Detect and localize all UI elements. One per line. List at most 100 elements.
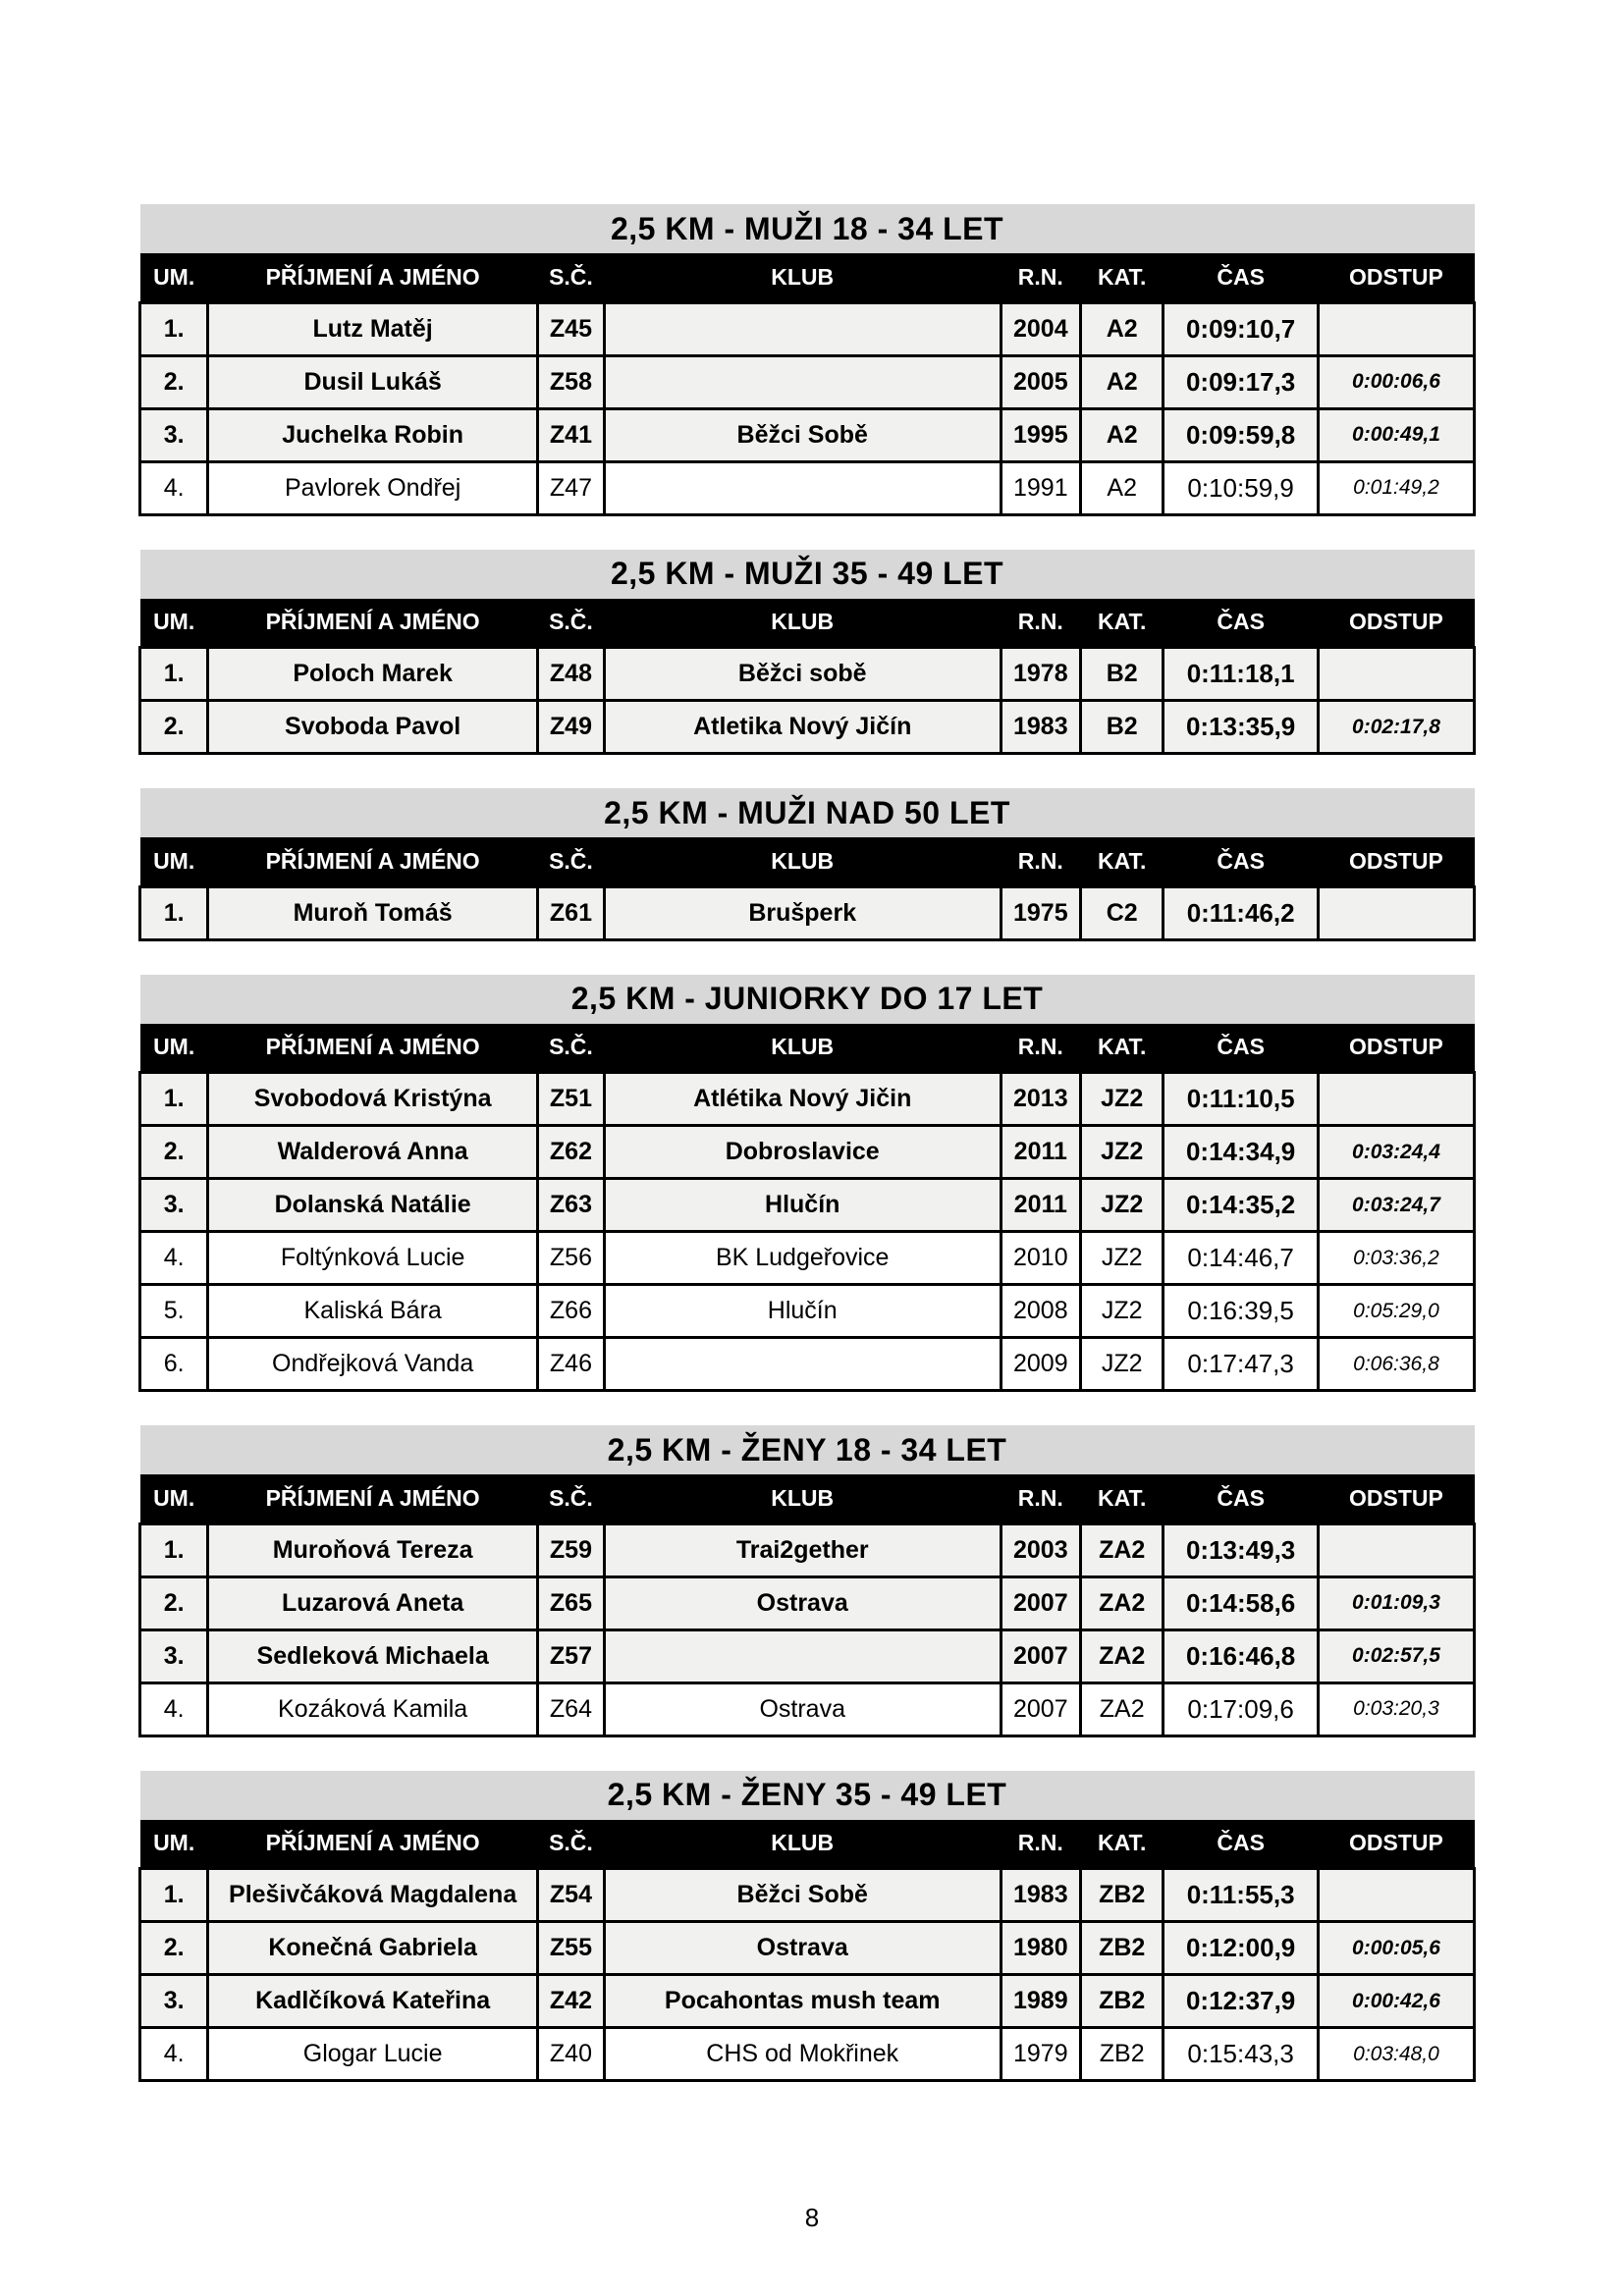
- cell-cas: 0:13:35,9: [1162, 699, 1320, 755]
- cell-odstup: 0:03:48,0: [1316, 2026, 1477, 2082]
- cell-name: Ondřejková Vanda: [206, 1336, 539, 1392]
- results-table: 2,5 KM - ŽENY 35 - 49 LET UM. PŘÍJMENÍ A J…: [137, 1770, 1477, 2082]
- cell-cas: 0:09:59,8: [1162, 406, 1320, 463]
- table-row: 5. Kaliská Bára Z66 Hlučín 2008 JZ2 0:16:39,5 0…: [137, 1283, 1477, 1339]
- cell-odstup: 0:00:42,6: [1316, 1973, 1477, 2029]
- cell-sc: Z66: [535, 1283, 606, 1339]
- results-table: 2,5 KM - MUŽI 35 - 49 LET UM. PŘÍJMENÍ A J…: [137, 549, 1477, 755]
- cell-name: Sedleková Michaela: [206, 1628, 539, 1684]
- cell-kat: JZ2: [1079, 1230, 1165, 1286]
- cell-klub: [602, 300, 1002, 357]
- cell-sc: Z54: [535, 1867, 606, 1923]
- table-row: 1. Plešivčáková Magdalena Z54 Běžci Sobě 198…: [137, 1867, 1477, 1923]
- cell-sc: Z45: [535, 300, 606, 357]
- cell-kat: ZB2: [1079, 1920, 1165, 1976]
- column-header-klub: KLUB: [604, 837, 1001, 886]
- cell-kat: C2: [1079, 884, 1165, 941]
- column-header-name: PŘÍJMENÍ A JMÉNO: [207, 253, 538, 302]
- table-title: 2,5 KM - JUNIORKY DO 17 LET: [139, 974, 1475, 1024]
- cell-rn: 2003: [999, 1522, 1083, 1578]
- column-header-cas: ČAS: [1163, 598, 1319, 648]
- cell-rn: 1983: [999, 699, 1083, 755]
- cell-sc: Z48: [535, 646, 606, 702]
- cell-rn: 2007: [999, 1681, 1083, 1737]
- cell-klub: BK Ludgeřovice: [602, 1230, 1002, 1286]
- cell-rn: 2009: [999, 1336, 1083, 1392]
- cell-kat: JZ2: [1079, 1336, 1165, 1392]
- results-table: 2,5 KM - ŽENY 18 - 34 LET UM. PŘÍJMENÍ A J…: [137, 1425, 1477, 1737]
- cell-kat: A2: [1079, 406, 1165, 463]
- column-header-name: PŘÍJMENÍ A JMÉNO: [207, 837, 538, 886]
- cell-klub: [602, 459, 1002, 516]
- column-header-cas: ČAS: [1163, 1023, 1319, 1073]
- column-header-um: UM.: [139, 837, 208, 886]
- cell-kat: ZB2: [1079, 1867, 1165, 1923]
- cell-name: Luzarová Aneta: [206, 1575, 539, 1631]
- cell-name: Glogar Lucie: [206, 2026, 539, 2082]
- column-header-cas: ČAS: [1163, 837, 1319, 886]
- column-header-sc: S.Č.: [537, 598, 605, 648]
- cell-odstup: 0:02:57,5: [1316, 1628, 1477, 1684]
- cell-rn: 2011: [999, 1124, 1083, 1180]
- cell-cas: 0:11:55,3: [1162, 1867, 1320, 1923]
- cell-rn: 1979: [999, 2026, 1083, 2082]
- cell-rn: 2011: [999, 1177, 1083, 1233]
- cell-kat: ZA2: [1079, 1522, 1165, 1578]
- table-row: 4. Glogar Lucie Z40 CHS od Mokřinek 1979 ZB2 0…: [137, 2026, 1477, 2082]
- cell-um: 2.: [137, 699, 210, 755]
- cell-klub: Pocahontas mush team: [602, 1973, 1002, 2029]
- table-title: 2,5 KM - ŽENY 35 - 49 LET: [139, 1770, 1475, 1820]
- cell-cas: 0:09:17,3: [1162, 353, 1320, 410]
- cell-klub: [602, 1336, 1002, 1392]
- results-tables: 2,5 KM - MUŽI 18 - 34 LET UM. PŘÍJMENÍ A J…: [137, 204, 1477, 2115]
- cell-um: 1.: [137, 300, 210, 357]
- column-header-name: PŘÍJMENÍ A JMÉNO: [207, 1819, 538, 1869]
- cell-name: Svoboda Pavol: [206, 699, 539, 755]
- cell-odstup: 0:00:49,1: [1316, 406, 1477, 463]
- column-header-klub: KLUB: [604, 253, 1001, 302]
- table-title: 2,5 KM - MUŽI 18 - 34 LET: [139, 204, 1475, 253]
- cell-klub: Ostrava: [602, 1575, 1002, 1631]
- column-header-klub: KLUB: [604, 1474, 1001, 1523]
- cell-cas: 0:14:35,2: [1162, 1177, 1320, 1233]
- column-header-sc: S.Č.: [537, 253, 605, 302]
- cell-um: 3.: [137, 1177, 210, 1233]
- cell-odstup: 0:01:09,3: [1316, 1575, 1477, 1631]
- cell-odstup: 0:05:29,0: [1316, 1283, 1477, 1339]
- cell-klub: Atletika Nový Jičín: [602, 699, 1002, 755]
- results-table: 2,5 KM - JUNIORKY DO 17 LET UM. PŘÍJMENÍ A…: [137, 974, 1477, 1392]
- cell-cas: 0:14:34,9: [1162, 1124, 1320, 1180]
- column-header-kat: KAT.: [1080, 1474, 1164, 1523]
- cell-rn: 2005: [999, 353, 1083, 410]
- cell-kat: A2: [1079, 300, 1165, 357]
- cell-um: 3.: [137, 1973, 210, 2029]
- column-header-cas: ČAS: [1163, 1474, 1319, 1523]
- cell-cas: 0:17:47,3: [1162, 1336, 1320, 1392]
- column-header-rn: R.N.: [1001, 1474, 1081, 1523]
- column-header-name: PŘÍJMENÍ A JMÉNO: [207, 1474, 538, 1523]
- cell-um: 4.: [137, 459, 210, 516]
- results-table: 2,5 KM - MUŽI 18 - 34 LET UM. PŘÍJMENÍ A J…: [137, 204, 1477, 516]
- cell-name: Kozáková Kamila: [206, 1681, 539, 1737]
- cell-um: 1.: [137, 1867, 210, 1923]
- cell-cas: 0:10:59,9: [1162, 459, 1320, 516]
- table-row: 1. Svobodová Kristýna Z51 Atlétika Nový Jič…: [137, 1071, 1477, 1127]
- table-title: 2,5 KM - MUŽI NAD 50 LET: [139, 788, 1475, 837]
- cell-um: 2.: [137, 1575, 210, 1631]
- table-row: 2. Svoboda Pavol Z49 Atletika Nový Jičín 198…: [137, 699, 1477, 755]
- column-header-sc: S.Č.: [537, 1474, 605, 1523]
- table-row: 3. Dolanská Natálie Z63 Hlučín 2011 JZ2 0:14:3…: [137, 1177, 1477, 1233]
- column-header-odstup: ODSTUP: [1318, 598, 1475, 648]
- column-header-klub: KLUB: [604, 598, 1001, 648]
- cell-klub: CHS od Mokřinek: [602, 2026, 1002, 2082]
- cell-sc: Z42: [535, 1973, 606, 2029]
- cell-sc: Z65: [535, 1575, 606, 1631]
- cell-rn: 2013: [999, 1071, 1083, 1127]
- cell-odstup: 0:01:49,2: [1316, 459, 1477, 516]
- page-number: 8: [804, 2203, 820, 2232]
- cell-sc: Z62: [535, 1124, 606, 1180]
- cell-rn: 2008: [999, 1283, 1083, 1339]
- cell-odstup: 0:00:05,6: [1316, 1920, 1477, 1976]
- table-row: 6. Ondřejková Vanda Z46 2009 JZ2 0:17:47,3 0:0…: [137, 1336, 1477, 1392]
- cell-um: 6.: [137, 1336, 210, 1392]
